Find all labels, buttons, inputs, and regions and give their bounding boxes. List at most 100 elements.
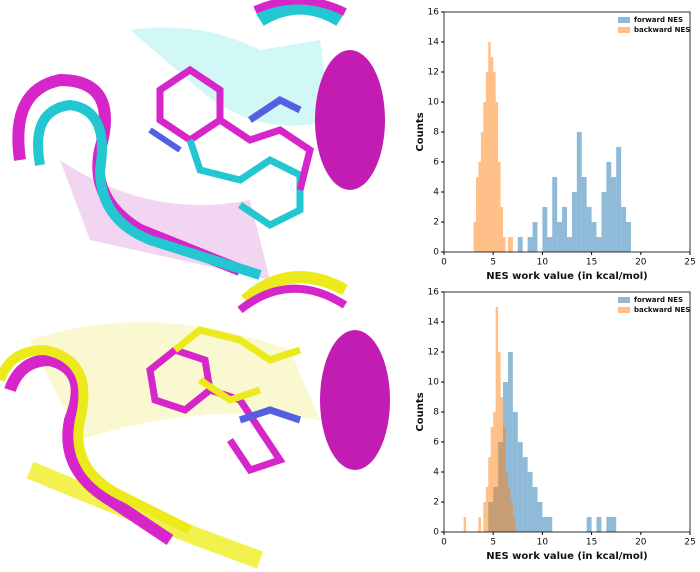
- bar: [495, 102, 499, 252]
- y-tick-label: 16: [428, 288, 440, 298]
- bar: [567, 237, 572, 252]
- y-tick-label: 2: [433, 498, 439, 508]
- bar: [485, 72, 489, 252]
- bar: [601, 192, 607, 252]
- bar: [626, 222, 631, 252]
- x-tick-label: 20: [635, 258, 647, 268]
- x-axis-label: NES work value (in kcal/mol): [486, 551, 647, 562]
- bar: [510, 237, 513, 252]
- bar: [505, 472, 508, 532]
- bar: [503, 427, 506, 532]
- bar: [547, 517, 553, 532]
- bar: [562, 207, 567, 252]
- bar: [480, 132, 484, 252]
- bar: [500, 397, 504, 532]
- bar: [606, 517, 612, 532]
- bar: [512, 517, 516, 532]
- bar: [527, 472, 533, 532]
- x-tick-label: 5: [490, 538, 496, 548]
- x-tick-label: 5: [490, 258, 496, 268]
- legend-swatch: [618, 17, 630, 23]
- bar: [596, 237, 602, 252]
- bar: [532, 487, 538, 532]
- bar: [586, 207, 592, 252]
- legend-label: forward NES: [634, 16, 683, 24]
- bar: [532, 222, 538, 252]
- bar: [547, 237, 553, 252]
- y-tick-label: 4: [433, 468, 439, 478]
- bar: [537, 502, 543, 532]
- legend-swatch: [618, 27, 630, 33]
- bar: [490, 57, 494, 252]
- bar: [512, 412, 518, 532]
- y-tick-label: 14: [428, 38, 440, 48]
- x-tick-label: 25: [684, 258, 695, 268]
- y-tick-label: 8: [433, 128, 439, 138]
- y-tick-label: 0: [433, 528, 439, 538]
- x-tick-label: 0: [441, 258, 447, 268]
- y-axis-label: Counts: [415, 392, 426, 431]
- legend-label: backward NES: [634, 306, 690, 314]
- bar: [500, 207, 504, 252]
- y-tick-label: 14: [428, 318, 440, 328]
- bar: [498, 162, 501, 252]
- bar: [552, 177, 558, 252]
- bar: [483, 502, 486, 532]
- bar: [493, 412, 496, 532]
- bar: [485, 487, 489, 532]
- structure-bottom: [0, 271, 390, 569]
- bar: [503, 237, 506, 252]
- x-tick-label: 20: [635, 538, 647, 548]
- bar: [581, 177, 587, 252]
- bar: [507, 487, 511, 532]
- x-tick-label: 25: [684, 538, 695, 548]
- legend-swatch: [618, 307, 630, 313]
- bar: [621, 207, 627, 252]
- bar: [557, 222, 563, 252]
- bar: [542, 517, 548, 532]
- y-axis-label: Counts: [415, 112, 426, 151]
- x-tick-label: 10: [537, 538, 549, 548]
- bar: [507, 237, 511, 252]
- bar: [463, 517, 467, 532]
- y-tick-label: 6: [433, 438, 439, 448]
- bar: [493, 72, 496, 252]
- x-tick-label: 0: [441, 538, 447, 548]
- bar: [510, 502, 513, 532]
- bar: [517, 237, 523, 252]
- x-tick-label: 15: [586, 538, 597, 548]
- bar: [596, 517, 602, 532]
- bar: [478, 162, 481, 252]
- bar: [611, 517, 617, 532]
- y-tick-label: 0: [433, 248, 439, 258]
- bar: [616, 147, 622, 252]
- y-tick-label: 10: [428, 98, 440, 108]
- bar: [571, 192, 577, 252]
- axes-frame: [443, 291, 691, 533]
- bar: [473, 222, 476, 252]
- bar: [576, 132, 582, 252]
- bar: [591, 222, 597, 252]
- bar: [527, 237, 533, 252]
- legend-label: forward NES: [634, 296, 683, 304]
- bar: [542, 207, 548, 252]
- x-tick-label: 15: [586, 258, 597, 268]
- y-tick-label: 2: [433, 218, 439, 228]
- bar: [606, 162, 612, 252]
- bar: [498, 352, 501, 532]
- y-tick-label: 4: [433, 188, 439, 198]
- x-tick-label: 10: [537, 258, 549, 268]
- bar: [478, 517, 481, 532]
- y-tick-label: 10: [428, 378, 440, 388]
- y-tick-label: 16: [428, 8, 440, 18]
- y-tick-label: 12: [428, 68, 439, 78]
- bar: [522, 457, 528, 532]
- bar: [517, 442, 523, 532]
- bar: [475, 177, 479, 252]
- x-axis-label: NES work value (in kcal/mol): [486, 271, 647, 282]
- bar: [495, 307, 499, 532]
- bar: [488, 457, 491, 532]
- legend-label: backward NES: [634, 26, 690, 34]
- bar: [488, 42, 491, 252]
- legend-swatch: [618, 297, 630, 303]
